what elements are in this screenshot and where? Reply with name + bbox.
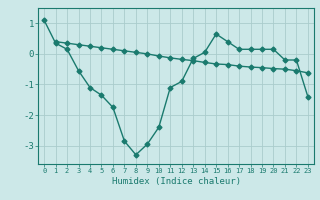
X-axis label: Humidex (Indice chaleur): Humidex (Indice chaleur): [111, 177, 241, 186]
